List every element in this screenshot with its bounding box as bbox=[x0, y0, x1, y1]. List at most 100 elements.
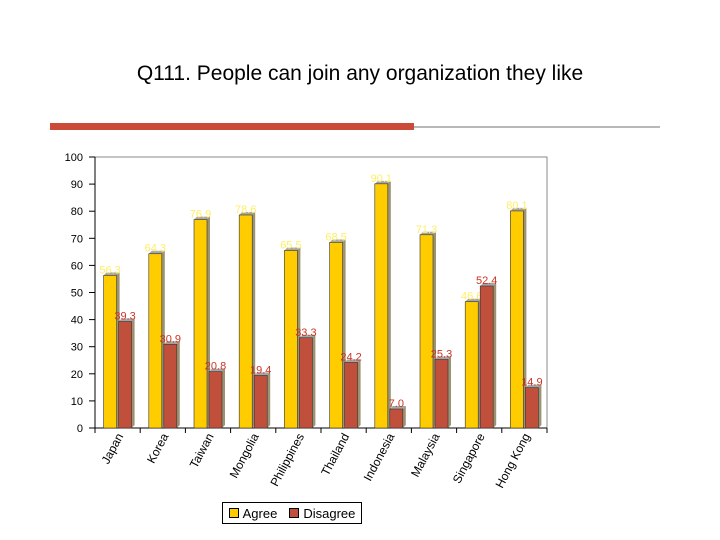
bar-disagree bbox=[163, 343, 178, 429]
y-tick-label: 50 bbox=[71, 288, 83, 300]
bar-agree bbox=[329, 242, 343, 429]
legend-entry-agree: Agree bbox=[228, 505, 278, 521]
y-tick-label: 30 bbox=[71, 342, 83, 354]
x-tick-label: Taiwan bbox=[187, 431, 217, 471]
bar-disagree bbox=[525, 387, 539, 429]
x-tick-label: Korea bbox=[144, 431, 172, 466]
bar-top-disagree bbox=[118, 318, 135, 322]
bar-top-agree bbox=[510, 207, 527, 211]
bar-disagree bbox=[479, 285, 494, 429]
data-label-agree: 76.9 bbox=[190, 209, 211, 221]
y-tick-label: 20 bbox=[71, 369, 83, 381]
data-label-disagree: 7.0 bbox=[389, 398, 404, 410]
accent-rule-red bbox=[50, 123, 414, 130]
bar-side-disagree bbox=[448, 356, 451, 428]
bar-side-agree bbox=[252, 211, 256, 428]
accent-rule-gray bbox=[414, 126, 660, 128]
y-tick-label: 0 bbox=[77, 423, 83, 435]
bar-disagree bbox=[434, 359, 449, 429]
chart-title: Q111. People can join any organization t… bbox=[136, 62, 584, 85]
bar-top-disagree bbox=[254, 372, 271, 376]
bar-top-agree bbox=[374, 180, 391, 184]
bar-top-agree bbox=[329, 239, 346, 243]
bar-agree bbox=[238, 214, 253, 429]
y-tick-label: 80 bbox=[71, 206, 83, 218]
data-label-disagree: 30.9 bbox=[160, 333, 181, 345]
bar-disagree bbox=[389, 408, 404, 429]
legend-swatch-agree bbox=[228, 508, 239, 518]
bar-top-agree bbox=[284, 247, 301, 251]
bar-disagree bbox=[208, 371, 223, 429]
bar-top-disagree bbox=[299, 334, 316, 338]
data-label-disagree: 52.4 bbox=[476, 275, 497, 287]
data-label-disagree: 25.3 bbox=[431, 348, 452, 360]
bar-top-agree bbox=[194, 216, 210, 220]
bar-side-disagree bbox=[222, 368, 225, 428]
bar-top-agree bbox=[148, 250, 165, 254]
bar-disagree bbox=[253, 375, 268, 429]
data-label-agree: 56.3 bbox=[99, 264, 120, 276]
bar-side-disagree bbox=[538, 384, 542, 428]
bar-side-disagree bbox=[357, 359, 361, 428]
data-label-disagree: 33.3 bbox=[295, 327, 316, 339]
title-accent-rule bbox=[50, 123, 660, 130]
x-tick-label: Thailand bbox=[318, 431, 352, 478]
bar-agree bbox=[464, 301, 479, 429]
bar-agree bbox=[148, 253, 163, 429]
x-tick-label: Philippines bbox=[267, 431, 307, 489]
bar-top-disagree bbox=[344, 359, 361, 363]
bar-side-disagree bbox=[312, 334, 316, 428]
bar-side-disagree bbox=[176, 341, 180, 428]
legend-label-disagree: Disagree bbox=[303, 505, 356, 521]
legend-swatch-disagree bbox=[289, 508, 300, 518]
bar-agree bbox=[374, 183, 389, 429]
bar-top-agree bbox=[465, 298, 482, 302]
x-tick-label: Malaysia bbox=[408, 431, 443, 480]
data-label-disagree: 19.4 bbox=[250, 364, 271, 376]
bar-top-disagree bbox=[163, 341, 180, 345]
bar-top-disagree bbox=[209, 368, 225, 372]
x-tick-label: Hong Kong bbox=[492, 431, 533, 491]
y-tick-label: 40 bbox=[71, 315, 83, 327]
bar-side-disagree bbox=[131, 318, 135, 428]
data-label-disagree: 24.2 bbox=[340, 351, 361, 363]
legend-entry-disagree: Disagree bbox=[289, 506, 355, 521]
x-tick-label: Indonesia bbox=[361, 431, 398, 484]
bar-top-disagree bbox=[389, 406, 406, 410]
y-tick-label: 70 bbox=[71, 233, 83, 245]
data-label-agree: 46.6 bbox=[461, 291, 482, 303]
data-label-agree: 64.3 bbox=[145, 243, 166, 255]
data-label-agree: 78.6 bbox=[235, 204, 256, 216]
chart-legend: Agree Disagree bbox=[222, 502, 362, 524]
bar-top-agree bbox=[420, 231, 436, 235]
data-label-agree: 90.1 bbox=[371, 173, 392, 185]
data-label-disagree: 39.3 bbox=[114, 310, 135, 322]
bar-top-disagree bbox=[480, 282, 497, 286]
bar-agree bbox=[193, 219, 208, 429]
bar-disagree bbox=[299, 337, 313, 429]
bar-side-disagree bbox=[402, 406, 406, 428]
bar-top-disagree bbox=[525, 384, 542, 388]
bar-agree bbox=[510, 210, 524, 429]
y-tick-label: 10 bbox=[71, 396, 83, 408]
bar-agree bbox=[419, 234, 434, 429]
data-label-agree: 71.3 bbox=[416, 224, 437, 236]
data-label-disagree: 20.8 bbox=[205, 361, 226, 373]
data-label-disagree: 14.9 bbox=[521, 377, 542, 389]
legend-label-agree: Agree bbox=[242, 505, 278, 521]
bar-top-disagree bbox=[435, 356, 451, 360]
x-tick-label: Japan bbox=[99, 431, 127, 466]
y-tick-label: 60 bbox=[71, 260, 83, 272]
bar-side-agree bbox=[523, 207, 527, 428]
x-tick-label: Singapore bbox=[450, 431, 488, 486]
bar-side-disagree bbox=[493, 282, 497, 428]
x-tick-label: Mongolia bbox=[227, 431, 262, 481]
bar-side-agree bbox=[387, 180, 391, 428]
bar-side-disagree bbox=[267, 372, 271, 428]
bar-top-agree bbox=[239, 211, 256, 215]
bar-disagree bbox=[118, 321, 132, 429]
data-label-agree: 65.5 bbox=[280, 239, 301, 251]
bar-top-agree bbox=[103, 272, 120, 276]
bar-agree bbox=[284, 250, 298, 429]
chart-area: 0 10 20 30 40 50 60 70 80 90 100 56.3 39.3 Japan 64.3 3… bbox=[65, 152, 548, 491]
